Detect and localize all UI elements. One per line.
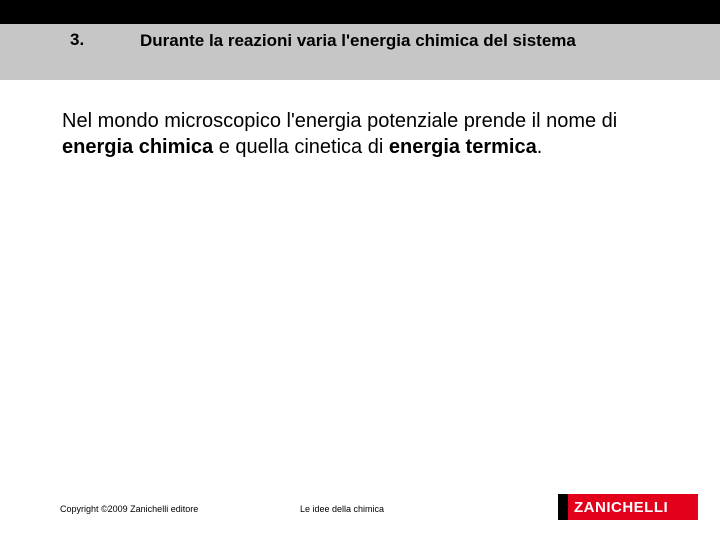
logo-text: ZANICHELLI [568,499,668,516]
body-paragraph: Nel mondo microscopico l'energia potenzi… [62,108,650,160]
body-bold-2: energia termica [389,136,537,158]
footer: Copyright ©2009 Zanichelli editore Le id… [0,492,720,520]
body-text-mid: e quella cinetica di [213,136,389,158]
copyright-text: Copyright ©2009 Zanichelli editore [60,504,198,514]
section-header: 3. Durante la reazioni varia l'energia c… [0,24,720,80]
body-text-pre: Nel mondo microscopico l'energia potenzi… [62,110,617,132]
logo-accent [558,494,568,520]
body-text-end: . [537,136,543,158]
top-black-strip [0,0,720,24]
body-bold-1: energia chimica [62,136,213,158]
section-number: 3. [0,30,70,50]
book-title: Le idee della chimica [300,504,384,514]
publisher-logo: ZANICHELLI [558,494,698,520]
section-title: Durante la reazioni varia l'energia chim… [70,30,636,51]
